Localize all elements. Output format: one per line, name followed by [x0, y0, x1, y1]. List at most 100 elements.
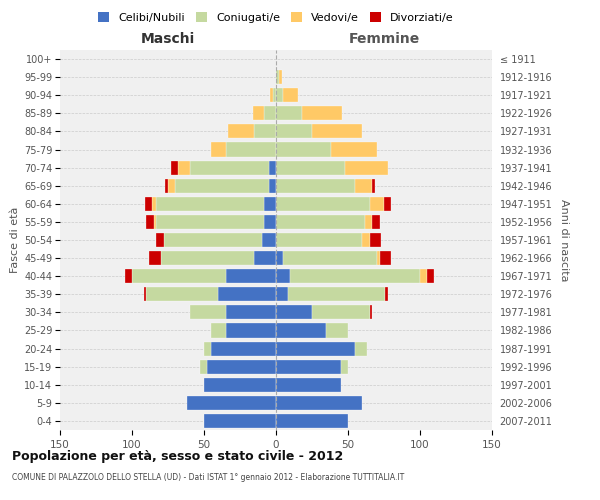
Bar	[226, 324, 276, 338]
Bar	[276, 142, 331, 156]
Bar	[276, 178, 355, 193]
Bar	[276, 106, 302, 120]
Bar	[380, 251, 391, 265]
Bar	[283, 251, 377, 265]
Text: Maschi: Maschi	[141, 32, 195, 46]
Bar	[262, 233, 276, 247]
Bar	[254, 251, 276, 265]
Bar	[385, 287, 388, 302]
Bar	[157, 215, 265, 229]
Bar	[145, 197, 152, 211]
Bar	[178, 160, 190, 174]
Bar	[190, 160, 269, 174]
Bar	[331, 142, 377, 156]
Bar	[226, 306, 276, 320]
Bar	[427, 269, 434, 283]
Bar	[341, 360, 348, 374]
Bar	[362, 233, 370, 247]
Bar	[276, 233, 362, 247]
Bar	[326, 324, 348, 338]
Bar	[211, 324, 226, 338]
Bar	[269, 160, 276, 174]
Bar	[276, 124, 312, 138]
Bar	[355, 342, 367, 355]
Bar	[276, 360, 341, 374]
Text: Popolazione per età, sesso e stato civile - 2012: Popolazione per età, sesso e stato civil…	[12, 450, 343, 463]
Bar	[265, 197, 276, 211]
Bar	[370, 233, 381, 247]
Bar	[276, 88, 283, 102]
Bar	[276, 269, 290, 283]
Bar	[312, 124, 362, 138]
Bar	[283, 88, 298, 102]
Bar	[132, 269, 226, 283]
Bar	[146, 287, 218, 302]
Bar	[273, 88, 276, 102]
Bar	[355, 178, 373, 193]
Bar	[276, 414, 348, 428]
Bar	[276, 396, 362, 410]
Bar	[276, 251, 283, 265]
Bar	[154, 215, 157, 229]
Bar	[276, 287, 287, 302]
Bar	[152, 197, 157, 211]
Bar	[204, 342, 211, 355]
Bar	[164, 233, 262, 247]
Bar	[290, 269, 420, 283]
Bar	[373, 215, 380, 229]
Bar	[276, 378, 341, 392]
Bar	[253, 106, 265, 120]
Bar	[276, 215, 365, 229]
Bar	[125, 269, 132, 283]
Bar	[161, 251, 254, 265]
Bar	[384, 197, 391, 211]
Bar	[226, 142, 276, 156]
Bar	[254, 124, 276, 138]
Bar	[146, 215, 154, 229]
Bar	[190, 306, 226, 320]
Y-axis label: Fasce di età: Fasce di età	[10, 207, 20, 273]
Bar	[276, 324, 326, 338]
Bar	[200, 360, 207, 374]
Y-axis label: Anni di nascita: Anni di nascita	[559, 198, 569, 281]
Bar	[143, 287, 146, 302]
Bar	[276, 160, 345, 174]
Bar	[276, 197, 370, 211]
Bar	[149, 251, 161, 265]
Bar	[218, 287, 276, 302]
Bar	[168, 178, 175, 193]
Bar	[365, 215, 373, 229]
Text: COMUNE DI PALAZZOLO DELLO STELLA (UD) - Dati ISTAT 1° gennaio 2012 - Elaborazion: COMUNE DI PALAZZOLO DELLO STELLA (UD) - …	[12, 472, 404, 482]
Bar	[211, 142, 226, 156]
Bar	[287, 287, 385, 302]
Bar	[373, 178, 376, 193]
Bar	[265, 215, 276, 229]
Bar	[420, 269, 427, 283]
Bar	[276, 342, 355, 355]
Bar	[345, 160, 388, 174]
Bar	[370, 197, 384, 211]
Legend: Celibi/Nubili, Coniugati/e, Vedovi/e, Divorziati/e: Celibi/Nubili, Coniugati/e, Vedovi/e, Di…	[94, 8, 458, 28]
Bar	[207, 360, 276, 374]
Bar	[157, 197, 265, 211]
Bar	[165, 178, 168, 193]
Bar	[226, 269, 276, 283]
Bar	[269, 178, 276, 193]
Bar	[265, 106, 276, 120]
Bar	[276, 306, 312, 320]
Bar	[276, 70, 279, 84]
Bar	[211, 342, 276, 355]
Bar	[370, 306, 373, 320]
Bar	[279, 70, 282, 84]
Bar	[157, 233, 164, 247]
Bar	[187, 396, 276, 410]
Bar	[204, 414, 276, 428]
Bar	[175, 178, 269, 193]
Bar	[204, 378, 276, 392]
Bar	[229, 124, 254, 138]
Bar	[377, 251, 380, 265]
Bar	[171, 160, 178, 174]
Text: Femmine: Femmine	[349, 32, 419, 46]
Bar	[312, 306, 370, 320]
Bar	[302, 106, 342, 120]
